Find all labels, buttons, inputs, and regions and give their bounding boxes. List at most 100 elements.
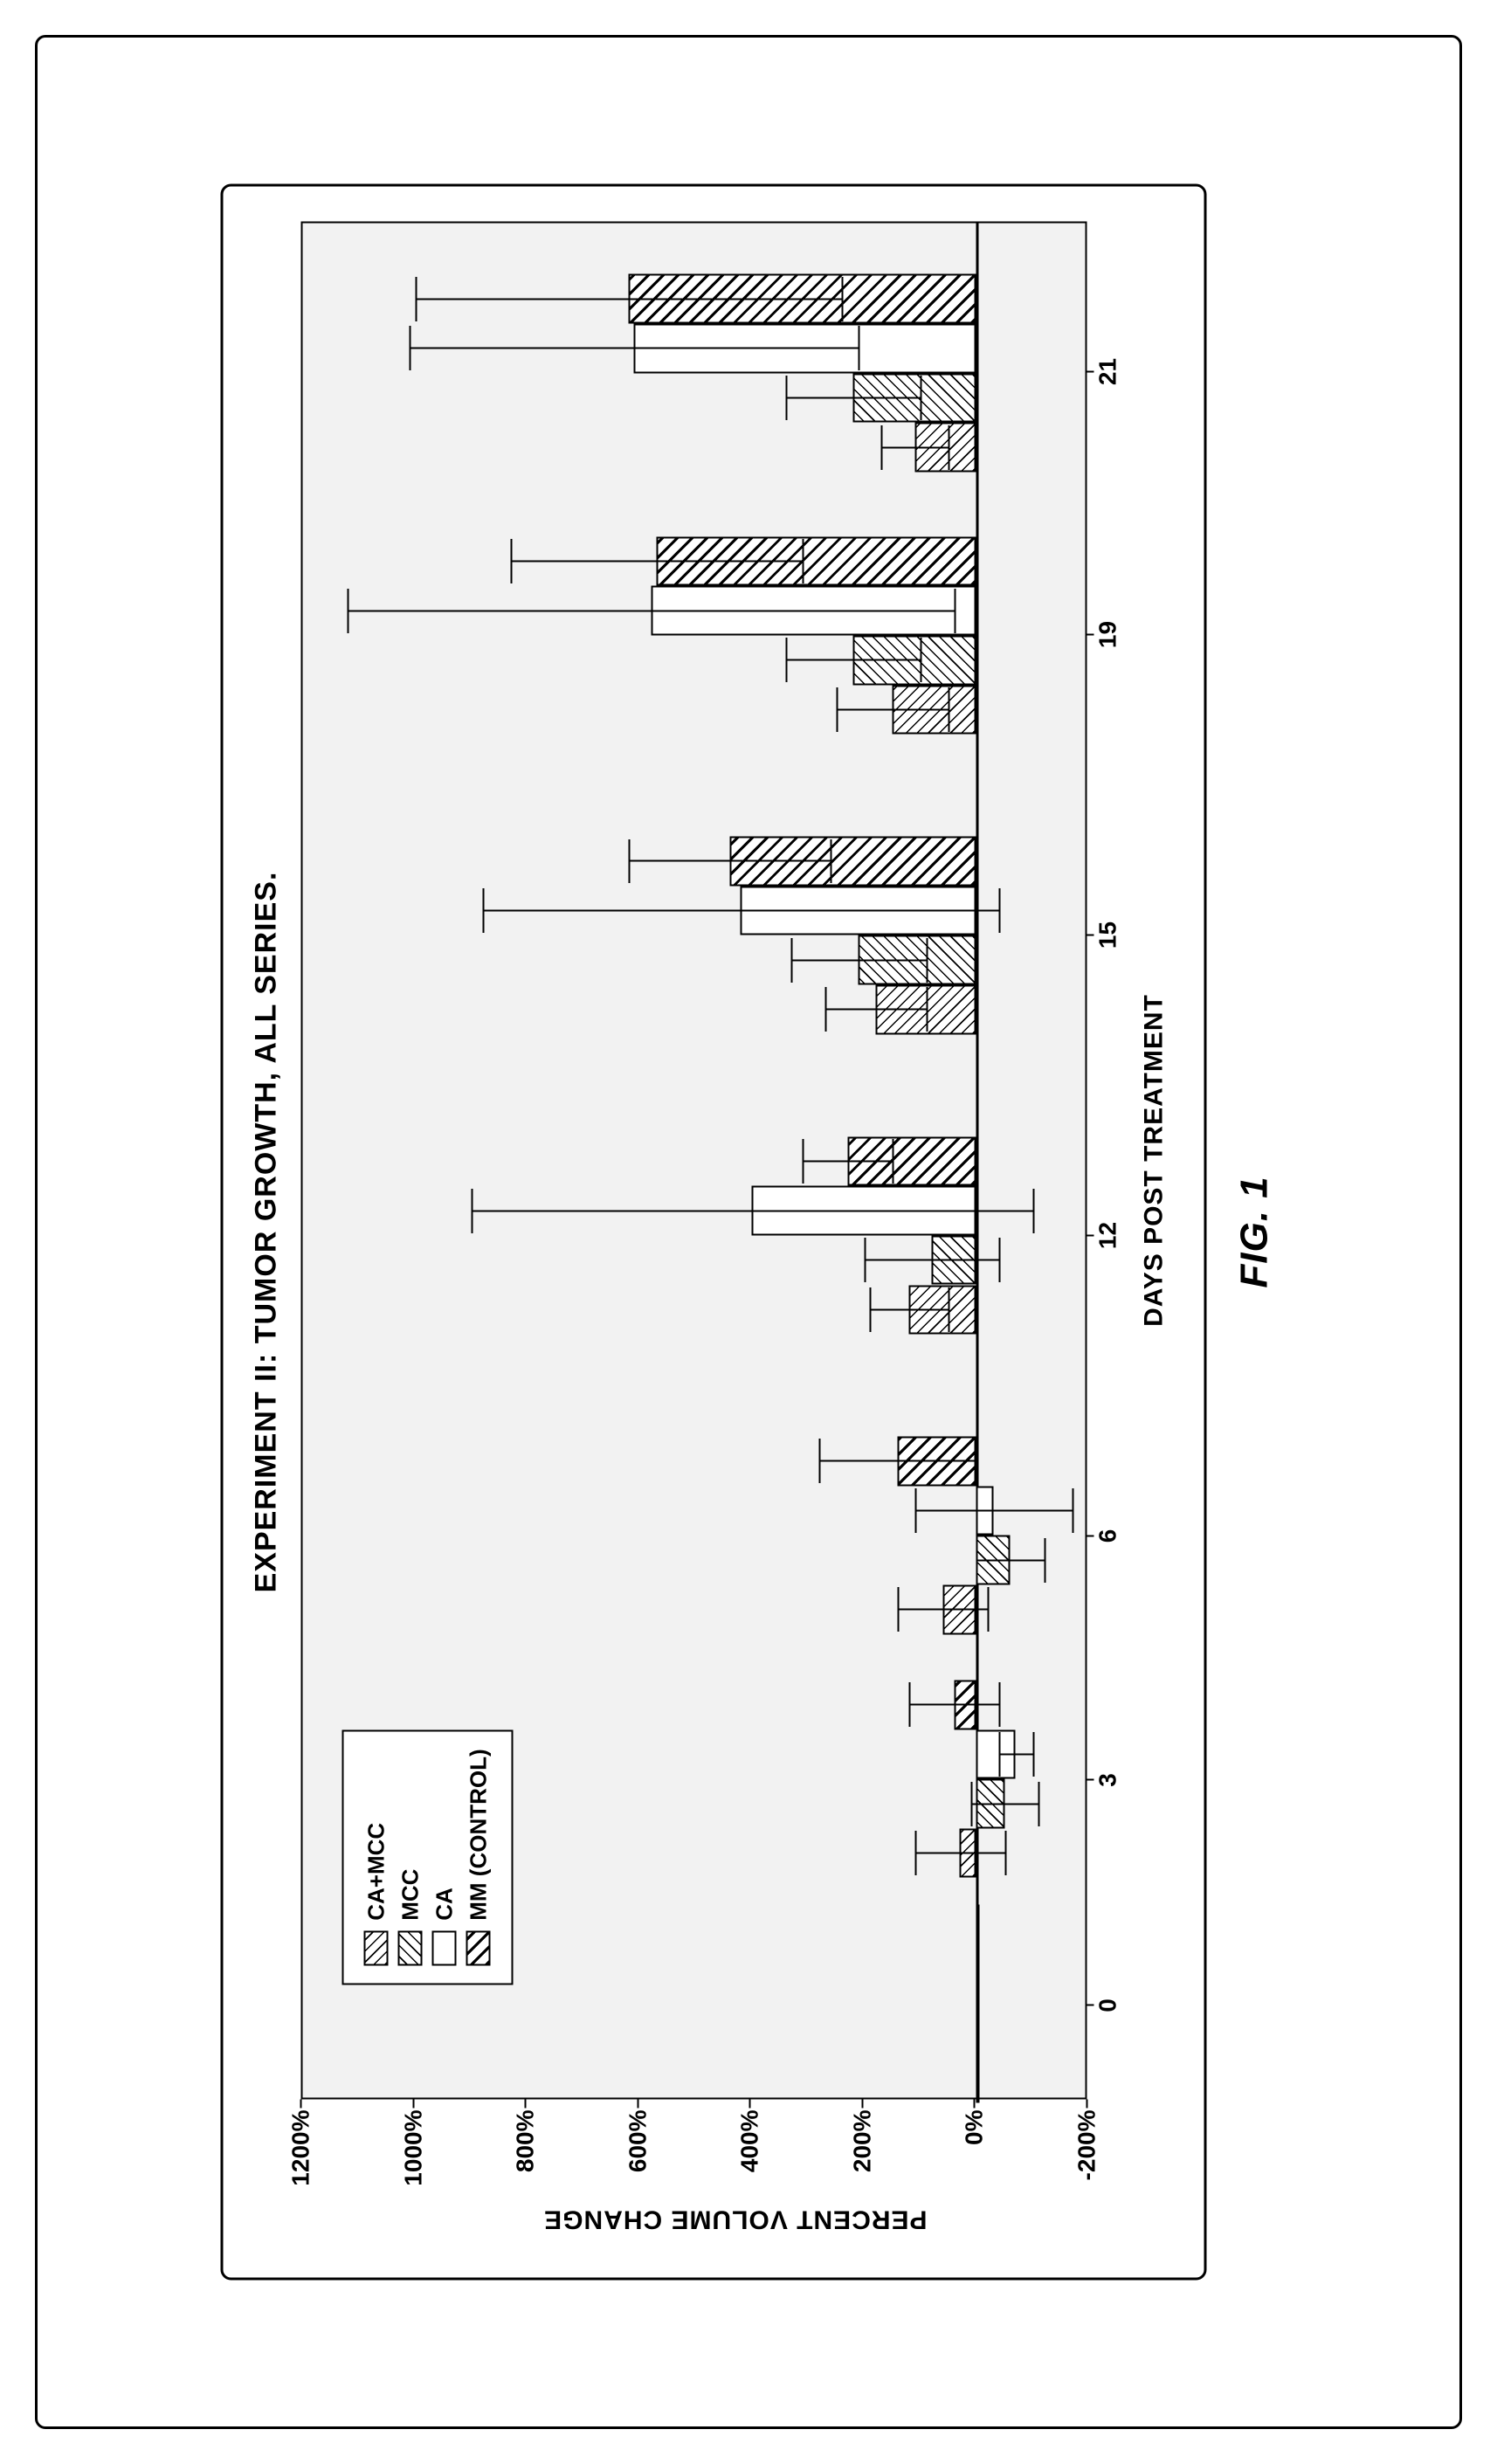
error-cap: [914, 1831, 916, 1875]
error-cap: [921, 376, 922, 420]
error-bar: [864, 1260, 998, 1261]
error-bar: [881, 446, 949, 448]
x-tick-mark: [1087, 2005, 1094, 2006]
error-cap: [926, 987, 928, 1032]
error-bar: [803, 1160, 893, 1162]
plot-axes-container: -200%0%200%400%600%800%1000%1200%: [301, 222, 1169, 2196]
y-axis: -200%0%200%400%600%800%1000%1200%: [301, 2100, 1087, 2196]
error-bar: [785, 659, 920, 661]
error-cap: [1032, 1732, 1034, 1777]
x-tick-label: 3: [1094, 1773, 1122, 1787]
y-tick-label: -200%: [1073, 2110, 1101, 2181]
error-bar: [415, 298, 842, 300]
plot-wrap: PERCENT VOLUME CHANGE -200% 0% 200% 400% 600…: [301, 222, 1169, 2243]
plot-row: -200%0%200%400%600%800%1000%1200%: [301, 222, 1087, 2196]
x-axis-label: DAYS POST TREATMENT: [1140, 222, 1169, 2100]
y-tick-label: 200%: [848, 2110, 876, 2173]
error-cap: [971, 1782, 973, 1826]
error-bar: [482, 910, 998, 912]
x-tick-label: 0: [1094, 1998, 1122, 2012]
legend-swatch: [432, 1931, 457, 1966]
error-bar: [824, 1009, 926, 1011]
error-bar: [819, 1460, 976, 1462]
y-tick-label: 400%: [736, 2110, 764, 2173]
chart-frame: EXPERIMENT II: TUMOR GROWTH, ALL SERIES.…: [221, 184, 1207, 2281]
error-cap: [1038, 1782, 1040, 1826]
y-tick-label: 600%: [624, 2110, 652, 2173]
x-tick-label: 19: [1094, 621, 1122, 648]
y-tick-mark: [637, 2100, 638, 2109]
figure-caption: FIG. 1: [1233, 184, 1277, 2281]
legend-item-mcc: MCC: [397, 1749, 424, 1965]
error-cap: [1032, 1189, 1034, 1233]
error-bar: [785, 397, 920, 399]
legend-swatch: [364, 1931, 389, 1966]
y-tick-mark: [412, 2100, 414, 2109]
error-cap: [921, 638, 922, 682]
error-bar: [348, 610, 954, 611]
error-cap: [1004, 1831, 1006, 1875]
x-tick-label: 12: [1094, 1222, 1122, 1249]
y-tick-mark: [861, 2100, 863, 2109]
error-cap: [859, 326, 860, 370]
error-cap: [999, 1732, 1001, 1777]
error-bar: [510, 561, 802, 563]
error-cap: [510, 539, 512, 583]
error-bar: [471, 1210, 1032, 1211]
error-cap: [999, 1682, 1001, 1727]
error-cap: [824, 987, 826, 1032]
error-bar: [870, 1308, 949, 1310]
error-cap: [999, 888, 1001, 933]
y-tick-mark: [749, 2100, 751, 2109]
error-cap: [898, 1587, 900, 1632]
error-bar: [914, 1853, 1004, 1854]
y-tick-mark: [525, 2100, 527, 2109]
error-bar: [976, 1559, 1044, 1561]
error-cap: [482, 888, 484, 933]
error-cap: [785, 638, 787, 682]
error-cap: [949, 687, 950, 732]
error-bar: [898, 1609, 988, 1611]
y-tick-label: 800%: [512, 2110, 540, 2173]
error-cap: [471, 1189, 473, 1233]
chart-title: EXPERIMENT II: TUMOR GROWTH, ALL SERIES.: [250, 222, 284, 2243]
error-cap: [870, 1287, 872, 1332]
legend-swatch: [466, 1931, 491, 1966]
error-bar: [410, 348, 859, 349]
error-cap: [909, 1682, 911, 1727]
error-cap: [415, 277, 417, 321]
error-cap: [836, 687, 838, 732]
y-axis-label: PERCENT VOLUME CHANGE: [301, 2196, 1169, 2243]
error-cap: [791, 938, 793, 983]
error-cap: [954, 589, 955, 633]
x-tick-label: 15: [1094, 921, 1122, 949]
x-tick-mark: [1087, 935, 1094, 936]
error-cap: [785, 376, 787, 420]
error-cap: [628, 839, 630, 884]
error-cap: [819, 1439, 821, 1483]
error-cap: [1044, 1538, 1045, 1583]
legend-label: MCC: [397, 1869, 424, 1921]
x-tick-mark: [1087, 1235, 1094, 1237]
error-cap: [949, 1287, 950, 1332]
legend-label: MM (CONTROL): [465, 1749, 492, 1920]
y-tick-mark: [300, 2100, 302, 2109]
x-tick-mark: [1087, 1536, 1094, 1537]
bar-ca: [976, 1955, 980, 2005]
error-bar: [836, 709, 949, 711]
error-bar: [909, 1704, 999, 1706]
legend-item-ca: CA: [431, 1749, 458, 1965]
y-tick-label: 0%: [961, 2110, 989, 2145]
legend-label: CA: [431, 1888, 458, 1921]
legend: CA+MCCMCCCAMM (CONTROL): [341, 1729, 513, 1984]
x-tick-label: 6: [1094, 1529, 1122, 1543]
y-tick-label: 1200%: [287, 2110, 315, 2186]
error-bar: [914, 1509, 1072, 1511]
bar-mcc: [976, 2004, 980, 2053]
error-cap: [976, 1439, 978, 1483]
x-tick-mark: [1087, 1779, 1094, 1781]
error-cap: [348, 589, 349, 633]
error-cap: [926, 938, 928, 983]
legend-item-mm: MM (CONTROL): [465, 1749, 492, 1965]
outer-frame: EXPERIMENT II: TUMOR GROWTH, ALL SERIES.…: [35, 35, 1462, 2429]
